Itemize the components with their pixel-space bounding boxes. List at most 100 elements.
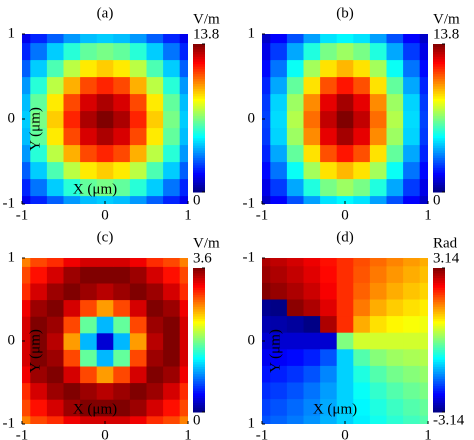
cell: [146, 399, 164, 417]
cell: [129, 266, 148, 284]
colorbar-segment: [193, 179, 205, 183]
cell: [22, 144, 31, 163]
cell: [262, 93, 271, 112]
colorbar-segment: [433, 284, 445, 288]
colorbar-segment: [433, 159, 445, 163]
cell: [353, 332, 371, 350]
cell: [96, 266, 114, 284]
cell: [80, 178, 98, 197]
colorbar-segment: [433, 352, 445, 355]
cell: [63, 399, 81, 417]
cell: [270, 76, 288, 95]
colorbar-segment: [193, 268, 205, 271]
cell: [336, 349, 354, 367]
cell: [96, 349, 114, 367]
cell: [129, 382, 148, 400]
cell: [303, 161, 321, 180]
cell: [403, 258, 421, 267]
cell: [80, 282, 98, 301]
cell: [96, 110, 114, 129]
cell: [320, 316, 338, 334]
colorbar-segment: [433, 162, 445, 166]
cell: [179, 332, 188, 350]
cell: [336, 144, 354, 163]
colorbar-segment: [193, 142, 205, 146]
cell: [179, 399, 188, 417]
cell: [146, 299, 164, 317]
cell: [129, 178, 148, 197]
cell: [129, 365, 148, 384]
colorbar-segment: [193, 356, 205, 360]
cell: [46, 316, 65, 334]
cell: [262, 144, 271, 163]
cell: [419, 316, 428, 334]
cell: [419, 258, 428, 267]
colorbar-segment: [193, 100, 205, 104]
cell: [286, 76, 305, 95]
colorbar-segment: [433, 58, 445, 62]
cell: [129, 34, 148, 44]
cell: [146, 161, 164, 180]
cell: [386, 415, 404, 424]
colorbar-segment: [193, 361, 205, 365]
cell: [22, 59, 31, 78]
cell: [129, 316, 148, 334]
cell: [30, 299, 48, 317]
colorbar-segment: [433, 122, 445, 126]
cell: [113, 349, 131, 367]
cell: [353, 282, 371, 301]
colorbar-segment: [193, 155, 205, 158]
colorbar-segment: [193, 46, 205, 50]
colorbar-segment: [193, 127, 205, 131]
x-axis-label: X (μm): [73, 181, 117, 197]
x-tick-label: 0: [101, 427, 109, 440]
cell: [403, 195, 421, 204]
colorbar-label: V/m: [193, 11, 220, 27]
colorbar-segment: [193, 108, 205, 112]
colorbar-segment: [193, 373, 205, 377]
cell: [403, 127, 421, 146]
colorbar-segment: [193, 152, 205, 156]
cell: [113, 365, 131, 384]
cell: [179, 382, 188, 400]
cell: [146, 195, 164, 204]
cell: [286, 349, 305, 367]
colorbar-segment: [193, 364, 205, 367]
cell: [179, 195, 188, 204]
cell: [262, 42, 271, 61]
colorbar-segment: [193, 105, 205, 109]
colorbar-segment: [193, 359, 205, 363]
cell: [96, 34, 114, 44]
cell: [386, 195, 404, 204]
colorbar-segment: [433, 287, 445, 291]
cell: [286, 399, 305, 417]
cell: [262, 299, 271, 317]
y-tick-label: 0: [8, 110, 16, 126]
colorbar-segment: [193, 58, 205, 62]
colorbar-segment: [433, 323, 445, 327]
colorbar-segment: [193, 66, 205, 70]
y-tick-label: 1: [8, 249, 16, 265]
cell: [63, 144, 81, 163]
colorbar-segment: [433, 167, 445, 171]
cell: [113, 258, 131, 267]
colorbar-segment: [433, 100, 445, 104]
cell: [63, 178, 81, 197]
cell: [63, 382, 81, 400]
colorbar-segment: [433, 137, 445, 141]
colorbar-segment: [193, 73, 205, 77]
colorbar-segment: [433, 118, 445, 121]
cell: [419, 299, 428, 317]
cell: [80, 161, 98, 180]
cell: [96, 299, 114, 317]
cell: [96, 144, 114, 163]
colorbar-segment: [433, 95, 445, 99]
cell: [262, 59, 271, 78]
cell: [303, 365, 321, 384]
cell: [22, 258, 31, 267]
cell: [353, 415, 371, 424]
cell: [46, 93, 65, 112]
cell: [303, 195, 321, 204]
cell: [336, 161, 354, 180]
cell: [286, 266, 305, 284]
